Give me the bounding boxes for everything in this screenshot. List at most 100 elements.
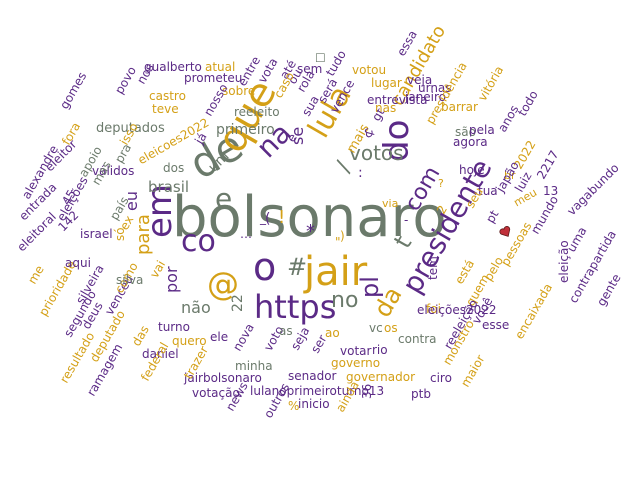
word-votacao: votação (192, 386, 240, 400)
emoji-heart-icon (497, 223, 513, 239)
word-gente: gente (594, 271, 624, 309)
word-quote: " (335, 235, 341, 249)
word-as: as (279, 324, 293, 338)
word-reeleito: reeleito (234, 105, 280, 119)
word-13: 13 (543, 184, 559, 198)
word-das: das (129, 323, 152, 349)
word-aqui: aqui (65, 256, 91, 270)
word-co: co (181, 224, 216, 259)
word-jair: jair (304, 249, 368, 295)
word-veja: veja (407, 73, 433, 87)
word-turno: turno (158, 320, 190, 334)
word-dos: dos (163, 161, 185, 175)
word-esse: esse (482, 318, 510, 332)
word-vc: vc (369, 321, 383, 335)
word-asterisk: * (306, 221, 315, 242)
word-22: 22 (230, 294, 246, 312)
word-fora: fora (59, 119, 84, 148)
word-2217: 2217 (534, 148, 562, 182)
word-ellipsis: … (240, 227, 252, 241)
word-ciro: ciro (430, 371, 452, 385)
word-maior: maior (458, 352, 488, 390)
word-foi: foi (426, 302, 441, 316)
word-brasil: brasil (148, 178, 190, 196)
word-castro: castro (149, 89, 186, 103)
word-votou: votou (352, 63, 387, 77)
word-pl: pl (356, 276, 384, 298)
word-e: e (215, 182, 233, 215)
word-ptb: ptb (411, 387, 431, 401)
word-uma: uma (564, 224, 590, 255)
word-pela: pela (469, 123, 495, 137)
word-me: me (25, 262, 47, 287)
word-pt: pt (483, 207, 502, 226)
word-o: o (253, 245, 277, 289)
word-exclamation: ! (278, 207, 286, 228)
word-os: os (384, 321, 398, 335)
word-dash: - (404, 213, 409, 227)
word-https: https (254, 288, 337, 326)
word-eleicoes2022-alt: eleições2022 (417, 303, 497, 317)
word-silva: silva (116, 273, 144, 287)
word-tua: tua (478, 184, 498, 198)
word-nos: nos (134, 61, 157, 87)
word-governo: governo (331, 356, 381, 370)
word-caso: caso (271, 69, 298, 101)
word-ao: ao (325, 326, 340, 340)
word-urnas: urnas (418, 81, 452, 95)
word-lulanoprimeiroturno13: lulanoprimeiroturno13 (250, 384, 385, 398)
word-por: por (162, 266, 181, 293)
word-underscore: _ (260, 211, 266, 225)
word-lugar: lugar (371, 76, 402, 90)
word-vitoria: vitória (475, 63, 507, 104)
word-nova: nova (230, 321, 257, 354)
word-at-sign: @ (207, 265, 239, 303)
word-daniel: daniel (142, 347, 179, 361)
word-primeiro: primeiro (216, 122, 275, 138)
word-agora: agora (453, 135, 488, 149)
word-gualberto: gualberto (144, 60, 202, 74)
word-esta: está (452, 257, 478, 287)
word-israel: israel (80, 227, 113, 241)
word-encaixada: encaixada (512, 281, 556, 342)
word-gomes: gomes (57, 69, 90, 112)
word-paren-close: ) (340, 229, 345, 243)
word-teve: teve (152, 102, 179, 116)
word-tudo: tudo (323, 47, 349, 79)
word-janeiro: janeiro (405, 90, 447, 104)
word-votos: votos (349, 141, 404, 165)
word-votar: votar (340, 344, 372, 358)
word-bolsonaro: bolsonaro (172, 185, 447, 250)
word-question: ? (438, 177, 444, 190)
word-atual: atual (205, 60, 236, 74)
word-box-glyph: ☐ (315, 51, 326, 65)
word-quero: quero (172, 334, 207, 348)
word-deputados: deputados (96, 121, 165, 136)
word-hash: # (287, 253, 308, 281)
word-nas: nas (375, 101, 397, 115)
word-hoje: hoje (459, 163, 485, 177)
word-prometeu: prometeu (184, 71, 243, 85)
word-percent: % (288, 399, 300, 413)
word-br: br (504, 169, 516, 182)
word-barrar: barrar (441, 100, 478, 114)
word-senador: senador (288, 369, 337, 383)
word-minha: minha (235, 359, 273, 373)
word-ser: ser (308, 332, 330, 356)
word-validos: válidos (92, 164, 135, 178)
word-colon: : (358, 165, 363, 181)
word-jairbolsonaro: jairbolsonaro (184, 371, 262, 385)
word-no: no (331, 288, 359, 313)
word-via: via (382, 197, 399, 210)
word-tem: tem (426, 256, 440, 280)
word-para: para (133, 214, 154, 255)
word-sem: sem (297, 62, 323, 76)
word-todo: todo (515, 88, 541, 119)
word-ele: ele (210, 330, 229, 344)
word-sobre: sobre (222, 84, 256, 98)
word-nao: não (181, 298, 211, 317)
word-rio: rio (372, 343, 388, 357)
word-sao: são (455, 125, 476, 139)
word-contra: contra (398, 332, 437, 346)
